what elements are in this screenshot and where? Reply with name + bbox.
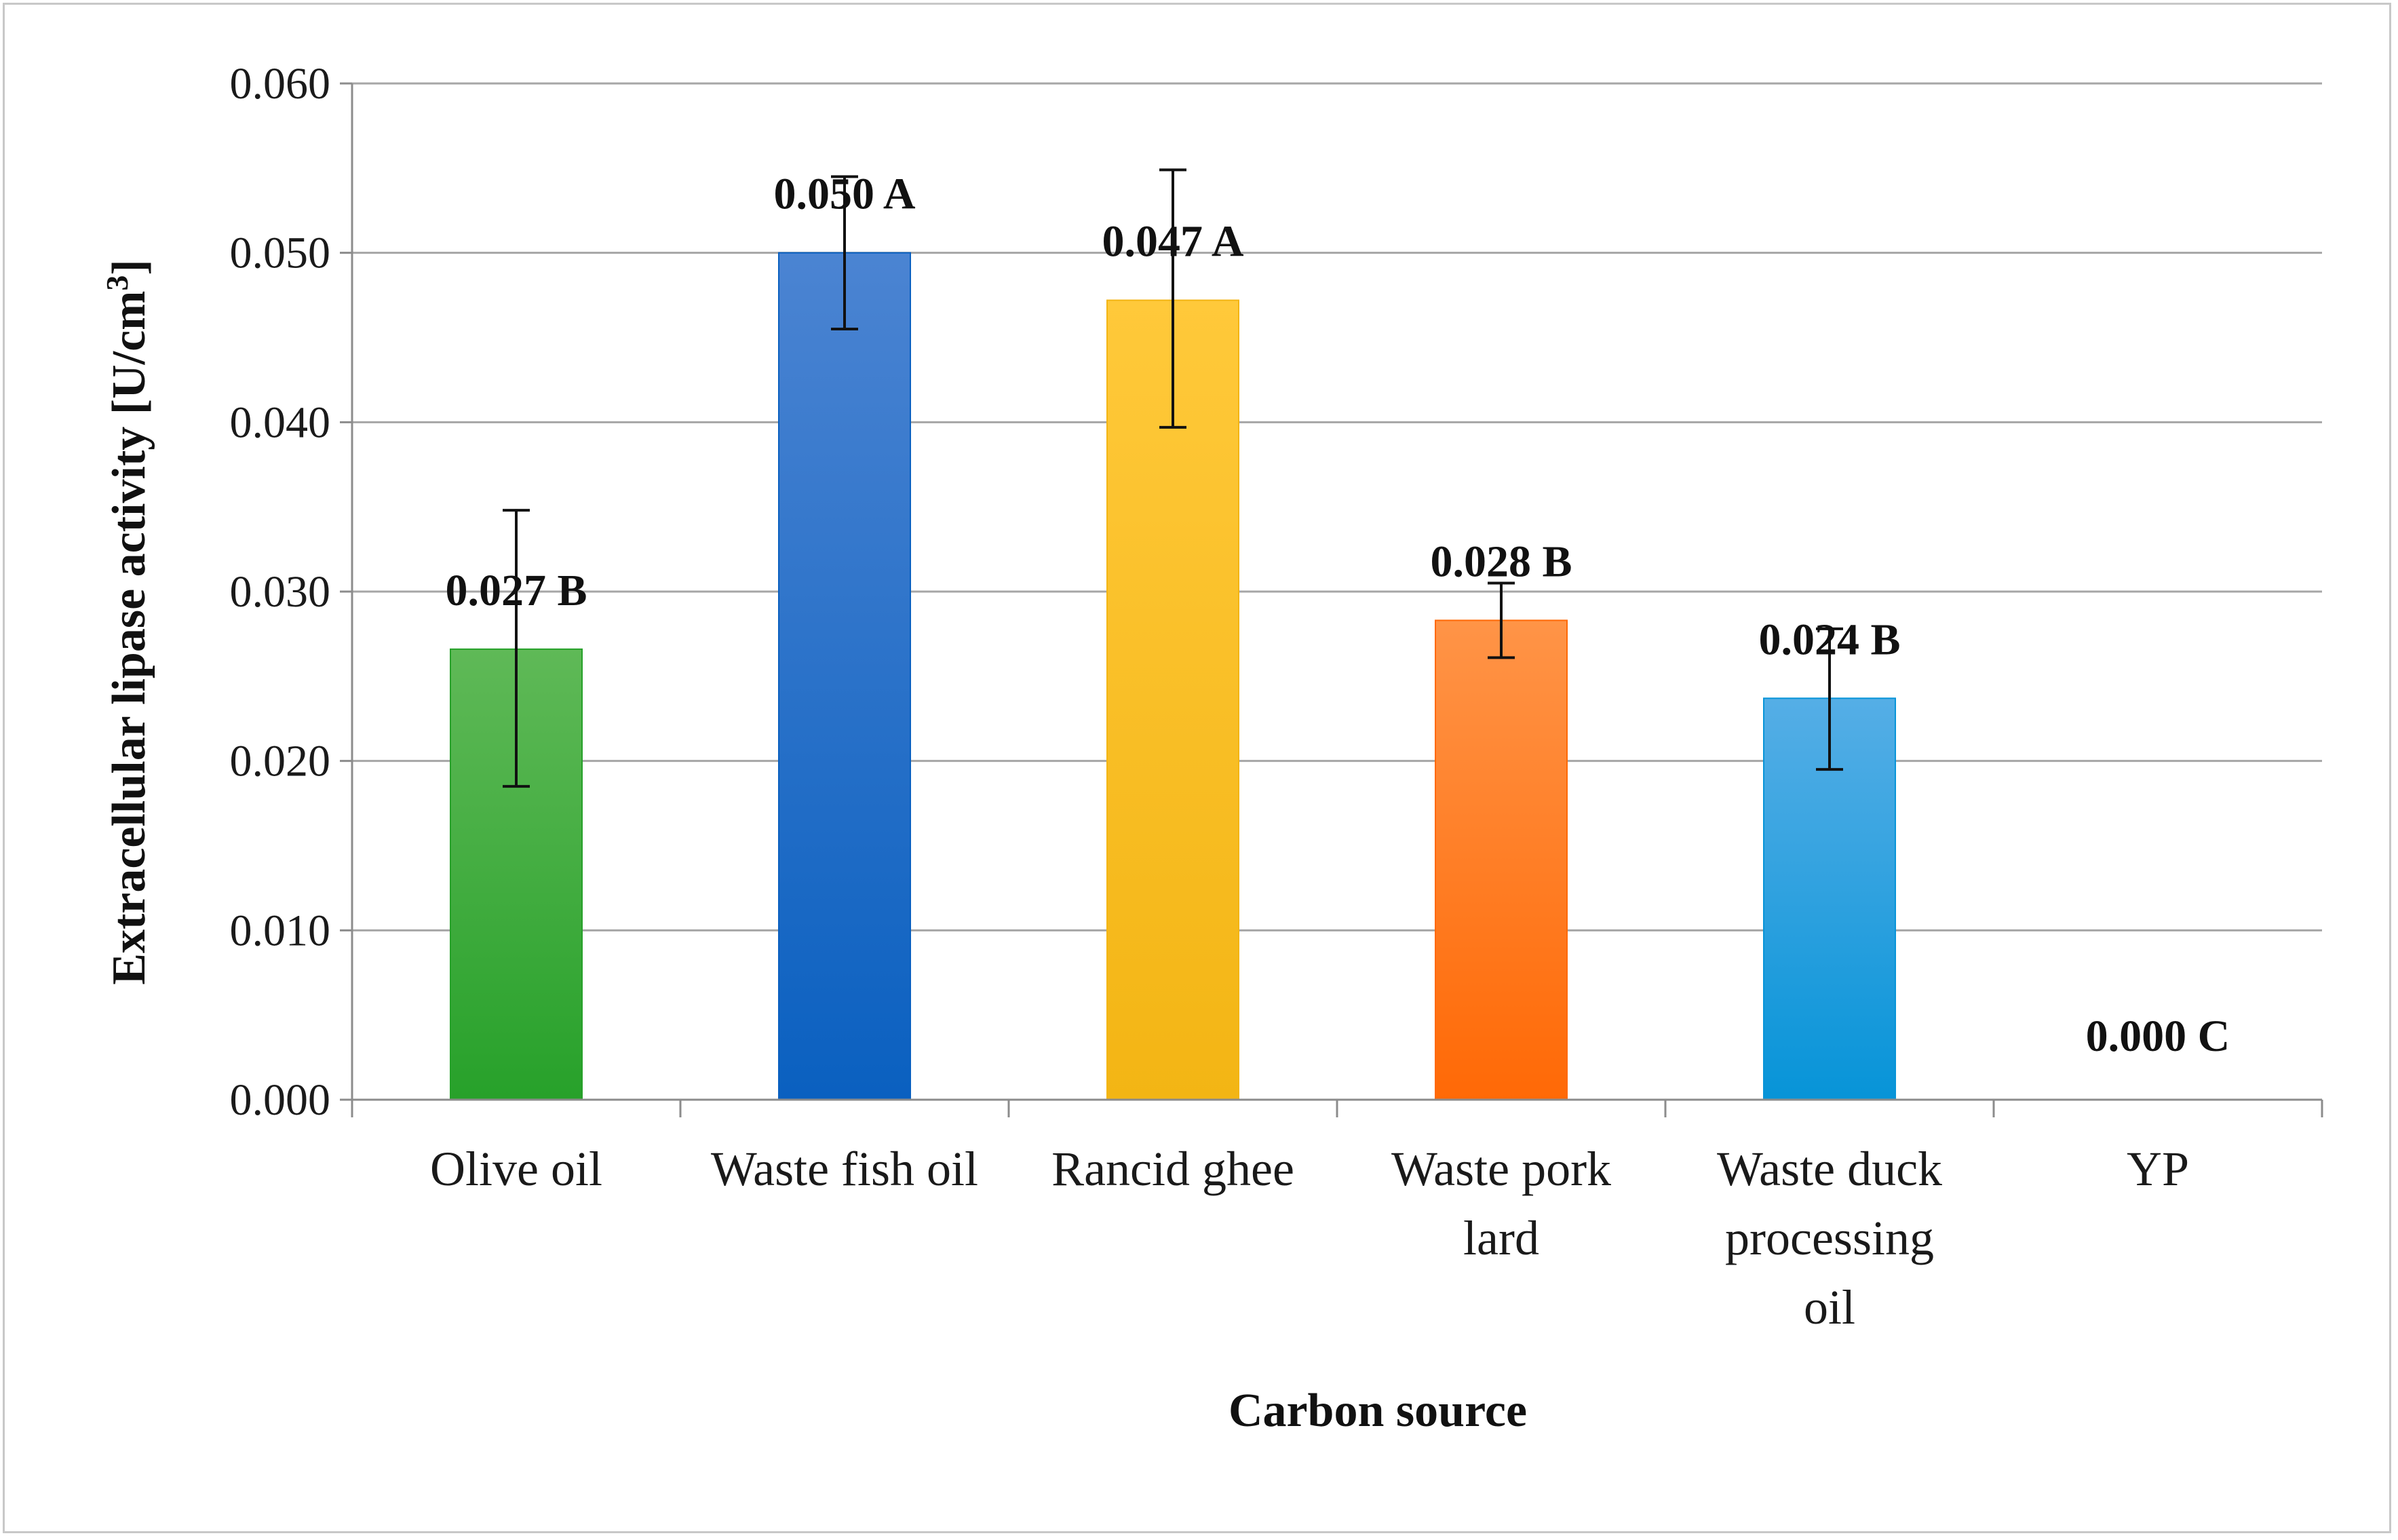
y-tick-label: 0.020	[230, 737, 331, 786]
category-label: Waste duck processing oil	[1717, 1142, 1942, 1334]
y-tick-label: 0.030	[230, 567, 331, 617]
data-label: 0.028 B	[1430, 537, 1572, 586]
x-axis-title: Carbon source	[1229, 1385, 1527, 1437]
bar	[1435, 619, 1568, 1100]
y-axis-ticks: 0.000 0.010 0.020 0.030 0.040 0.050 0.060	[230, 59, 352, 1125]
y-tick-label: 0.050	[230, 229, 331, 278]
x-axis	[351, 83, 2323, 1117]
category-label: Olive oil	[430, 1142, 602, 1196]
category-labels: Olive oil Waste fish oil Rancid ghee Waste …	[430, 1142, 2189, 1334]
gridlines	[352, 82, 2322, 931]
chart-frame: 0.000 0.010 0.020 0.030 0.040 0.050 0.060 0.02…	[3, 3, 2391, 1533]
category-label: Rancid ghee	[1051, 1142, 1294, 1196]
data-label: 0.000 C	[2086, 1012, 2230, 1061]
data-label: 0.027 B	[445, 566, 587, 615]
data-label: 0.050 A	[773, 170, 915, 219]
data-label: 0.024 B	[1758, 615, 1900, 664]
error-bars	[503, 168, 1843, 788]
y-tick-label: 0.000	[230, 1075, 331, 1125]
bar	[778, 252, 911, 1101]
category-label: Waste fish oil	[711, 1142, 978, 1196]
y-tick-label: 0.010	[230, 906, 331, 955]
bar	[1106, 299, 1239, 1100]
y-tick-label: 0.060	[230, 59, 331, 109]
y-axis-title: Extracellular lipase activity [U/cm3]	[100, 259, 156, 985]
bars	[450, 252, 1896, 1101]
data-label: 0.047 A	[1102, 217, 1243, 267]
bar-chart: 0.000 0.010 0.020 0.030 0.040 0.050 0.060 0.02…	[100, 59, 2323, 1437]
y-tick-label: 0.040	[230, 398, 331, 447]
category-label: YP	[2127, 1142, 2189, 1196]
category-label: Waste pork lard	[1391, 1142, 1611, 1265]
data-labels: 0.027 B 0.050 A 0.047 A 0.028 B 0.024 B 0.000…	[445, 170, 2230, 1061]
